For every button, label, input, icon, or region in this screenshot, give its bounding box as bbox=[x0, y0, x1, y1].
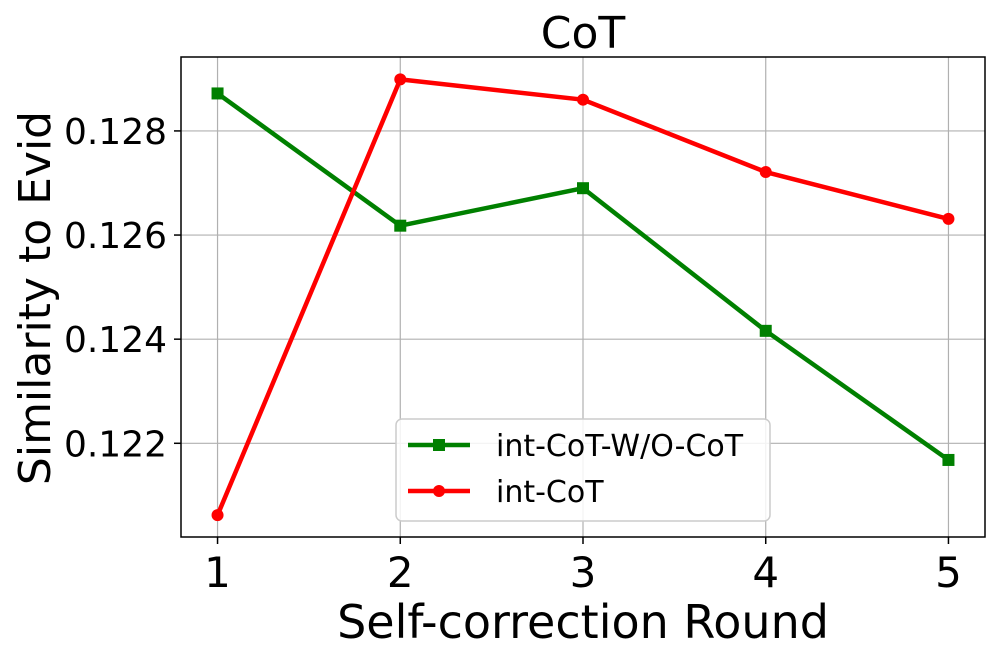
data-point-square bbox=[942, 453, 955, 466]
data-point-circle bbox=[759, 166, 772, 179]
x-axis-label: Self-correction Round bbox=[337, 595, 829, 649]
data-point-circle bbox=[394, 73, 407, 86]
x-tick-label: 4 bbox=[752, 548, 779, 597]
legend: int-CoT-W/O-CoT int-CoT bbox=[395, 418, 771, 522]
data-point-square bbox=[394, 219, 407, 232]
y-axis-label: Similarity to Evid bbox=[10, 111, 61, 485]
legend-marker-square-icon bbox=[433, 439, 445, 451]
legend-entry-int-cot: int-CoT bbox=[408, 475, 604, 510]
y-tick-label: 0.122 bbox=[64, 424, 167, 465]
x-tick-label: 2 bbox=[387, 548, 414, 597]
data-point-circle bbox=[577, 93, 589, 106]
data-point-square bbox=[577, 182, 589, 195]
axis-ticks: 1 2 3 4 5 0.122 0.124 0.126 0.128 bbox=[64, 112, 962, 597]
x-tick-label: 1 bbox=[204, 548, 231, 597]
data-point-square bbox=[211, 87, 224, 100]
y-tick-label: 0.128 bbox=[64, 112, 167, 153]
y-tick-label: 0.126 bbox=[64, 216, 167, 257]
chart-title: CoT bbox=[541, 8, 626, 59]
data-point-circle bbox=[942, 212, 955, 225]
legend-entry-int-cot-wo-cot: int-CoT-W/O-CoT bbox=[408, 429, 744, 464]
data-point-circle bbox=[211, 509, 224, 522]
x-tick-label: 5 bbox=[935, 548, 962, 597]
legend-box bbox=[395, 418, 771, 522]
series-lines bbox=[211, 73, 955, 522]
legend-label-int-cot-wo-cot: int-CoT-W/O-CoT bbox=[496, 429, 744, 464]
legend-marker-circle-icon bbox=[433, 485, 445, 497]
x-tick-label: 3 bbox=[570, 548, 597, 597]
data-point-square bbox=[759, 324, 772, 337]
y-tick-label: 0.124 bbox=[64, 320, 167, 361]
legend-label-int-cot: int-CoT bbox=[496, 475, 604, 510]
